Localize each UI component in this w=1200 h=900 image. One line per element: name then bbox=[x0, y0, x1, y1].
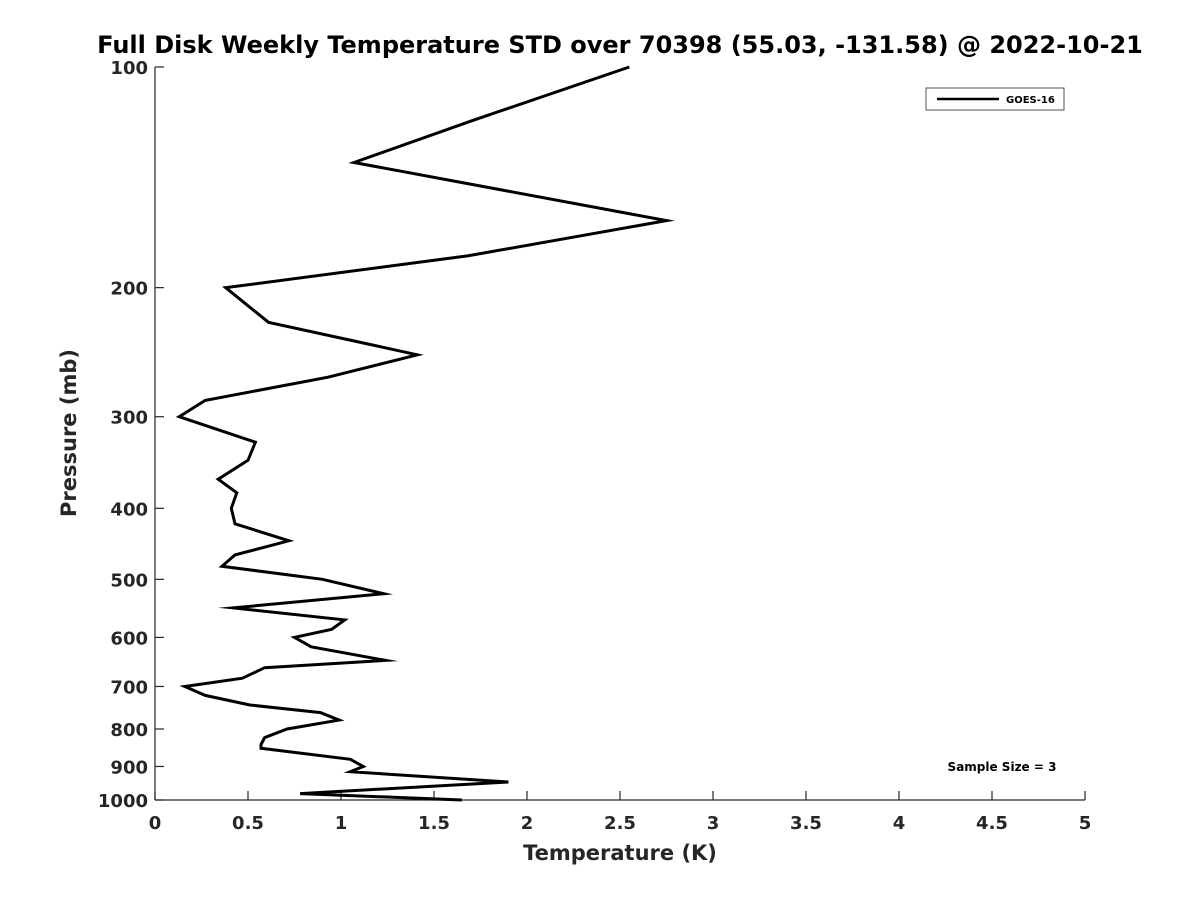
y-tick-label: 700 bbox=[110, 677, 148, 698]
y-axis-label: Pressure (mb) bbox=[57, 349, 81, 517]
y-tick-label: 500 bbox=[110, 570, 148, 591]
y-axis-ticks: 100 200 300 400 500 600 700 800 900 1000 bbox=[98, 58, 164, 812]
y-tick-label: 100 bbox=[110, 58, 148, 79]
sample-size-annotation: Sample Size = 3 bbox=[948, 760, 1057, 774]
y-tick-label: 400 bbox=[110, 499, 148, 520]
x-tick-label: 5 bbox=[1079, 813, 1092, 834]
x-tick-label: 0 bbox=[149, 813, 162, 834]
series-line-goes-16 bbox=[175, 65, 675, 802]
x-tick-label: 2 bbox=[521, 813, 534, 834]
x-tick-label: 4.5 bbox=[976, 813, 1008, 834]
y-tick-label: 600 bbox=[110, 628, 148, 649]
x-tick-label: 4 bbox=[893, 813, 906, 834]
series-layer bbox=[175, 65, 675, 802]
y-tick-label: 900 bbox=[110, 757, 148, 778]
y-tick-label: 300 bbox=[110, 408, 148, 429]
x-tick-label: 3 bbox=[707, 813, 720, 834]
y-tick-label: 200 bbox=[110, 279, 148, 300]
legend: GOES-16 bbox=[925, 87, 1065, 111]
y-tick-label: 1000 bbox=[98, 791, 148, 812]
chart-title: Full Disk Weekly Temperature STD over 70… bbox=[97, 31, 1143, 59]
x-tick-label: 3.5 bbox=[790, 813, 822, 834]
x-axis-ticks: 0 0.5 1 1.5 2 2.5 3 3.5 4 4.5 5 bbox=[149, 791, 1092, 834]
y-tick-label: 800 bbox=[110, 720, 148, 741]
x-tick-label: 1 bbox=[335, 813, 348, 834]
legend-entry-goes-16: GOES-16 bbox=[1006, 95, 1055, 106]
x-axis-label: Temperature (K) bbox=[523, 841, 717, 865]
x-tick-label: 2.5 bbox=[604, 813, 636, 834]
x-tick-label: 0.5 bbox=[232, 813, 264, 834]
x-tick-label: 1.5 bbox=[418, 813, 450, 834]
plot-axes bbox=[154, 67, 1085, 801]
